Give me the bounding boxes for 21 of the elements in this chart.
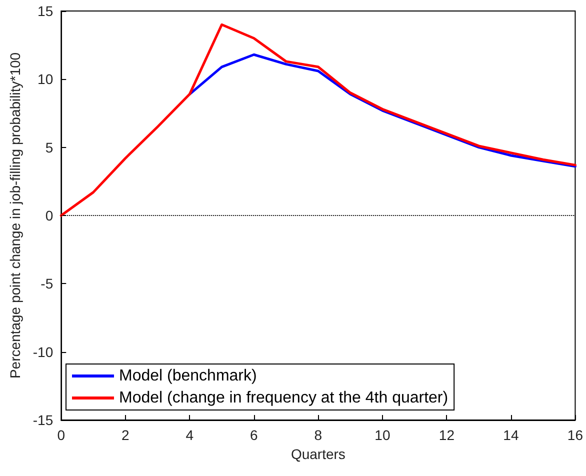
x-tick-label: 6 [250, 427, 258, 443]
x-tick-label: 2 [121, 427, 130, 443]
x-tick-label: 10 [374, 427, 390, 443]
y-tick-label: -15 [32, 412, 54, 428]
x-tick-label: 4 [186, 427, 194, 443]
x-tick-label: 12 [438, 427, 455, 443]
x-tick-label: 14 [503, 427, 519, 443]
y-tick-label: 5 [45, 139, 54, 156]
y-tick-label: -10 [32, 344, 54, 360]
x-tick-label: 16 [567, 427, 584, 443]
y-tick-label: 15 [38, 3, 54, 19]
legend-label: Model (benchmark) [119, 368, 257, 384]
legend-label: Model (change in frequency at the 4th quarter) [119, 390, 448, 406]
y-axis-title: Percentage point change in job-filling probability*100 [7, 52, 23, 379]
y-tick-label: 0 [45, 208, 54, 224]
x-tick-label: 0 [57, 427, 66, 443]
y-tick-label: 10 [38, 71, 54, 88]
x-tick-label: 8 [314, 427, 322, 443]
x-axis-title: Quarters [290, 446, 346, 462]
line-series [60, 23, 576, 217]
y-tick-label: -5 [40, 276, 54, 292]
